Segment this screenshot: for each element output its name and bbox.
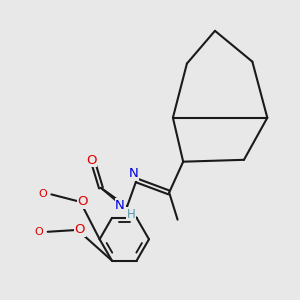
Text: O: O bbox=[34, 227, 43, 237]
Text: O: O bbox=[75, 224, 85, 236]
Text: O: O bbox=[77, 195, 88, 208]
Text: N: N bbox=[115, 199, 125, 212]
Text: O: O bbox=[86, 154, 97, 167]
Text: N: N bbox=[129, 167, 139, 180]
Text: H: H bbox=[127, 208, 136, 221]
Text: O: O bbox=[38, 189, 47, 200]
